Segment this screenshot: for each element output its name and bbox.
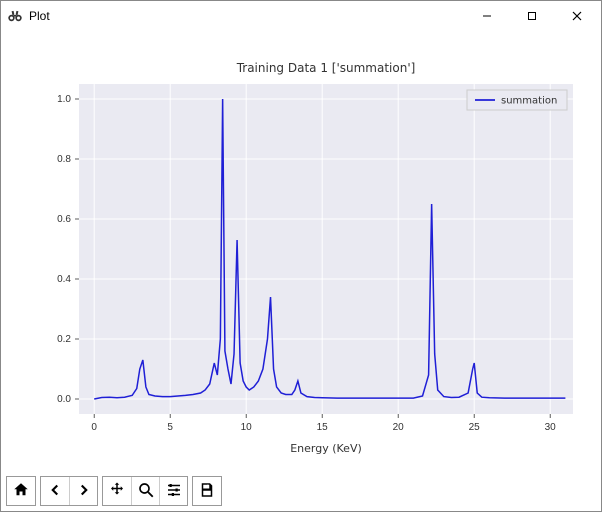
configure-button[interactable] (159, 477, 187, 505)
nav-toolbar (4, 474, 224, 508)
xtick-label: 25 (469, 422, 481, 433)
minimize-button[interactable] (464, 1, 509, 31)
xtick-label: 5 (167, 422, 173, 433)
ytick-label: 0.4 (57, 274, 71, 285)
arrow-right-icon (75, 481, 93, 502)
sliders-icon (165, 481, 183, 502)
legend-label: summation (501, 96, 557, 107)
zoom-icon (137, 481, 155, 502)
ytick-label: 0.2 (57, 334, 71, 345)
ytick-label: 0.0 (57, 394, 71, 405)
chart-title: Training Data 1 ['summation'] (236, 61, 416, 75)
pan-button[interactable] (103, 477, 131, 505)
toolbar-group (6, 476, 36, 506)
figure-canvas: 0 5 10 15 20 25 30 0.0 0.2 0.4 0.6 0.8 1.0 Training D… (1, 31, 601, 474)
xtick-label: 0 (91, 422, 97, 433)
move-icon (108, 481, 126, 502)
chart-svg: 0 5 10 15 20 25 30 0.0 0.2 0.4 0.6 0.8 1.0 Training D… (9, 39, 593, 469)
toolbar-group (40, 476, 98, 506)
maximize-button[interactable] (509, 1, 554, 31)
home-icon (12, 481, 30, 502)
forward-button[interactable] (69, 477, 97, 505)
ytick-label: 0.8 (57, 154, 71, 165)
xtick-label: 20 (393, 422, 405, 433)
arrow-left-icon (46, 481, 64, 502)
binoculars-icon (7, 8, 23, 24)
xtick-label: 10 (241, 422, 253, 433)
back-button[interactable] (41, 477, 69, 505)
zoom-button[interactable] (131, 477, 159, 505)
ytick-label: 1.0 (57, 94, 71, 105)
save-icon (198, 481, 216, 502)
home-button[interactable] (7, 477, 35, 505)
toolbar-group (192, 476, 222, 506)
toolbar-group (102, 476, 188, 506)
xtick-label: 30 (545, 422, 557, 433)
window-title: Plot (29, 9, 50, 23)
ytick-label: 0.6 (57, 214, 71, 225)
window-titlebar: Plot (1, 1, 601, 31)
axes-background (79, 84, 573, 414)
close-button[interactable] (554, 1, 599, 31)
xtick-label: 15 (317, 422, 329, 433)
save-button[interactable] (193, 477, 221, 505)
x-axis-label: Energy (KeV) (290, 442, 362, 455)
